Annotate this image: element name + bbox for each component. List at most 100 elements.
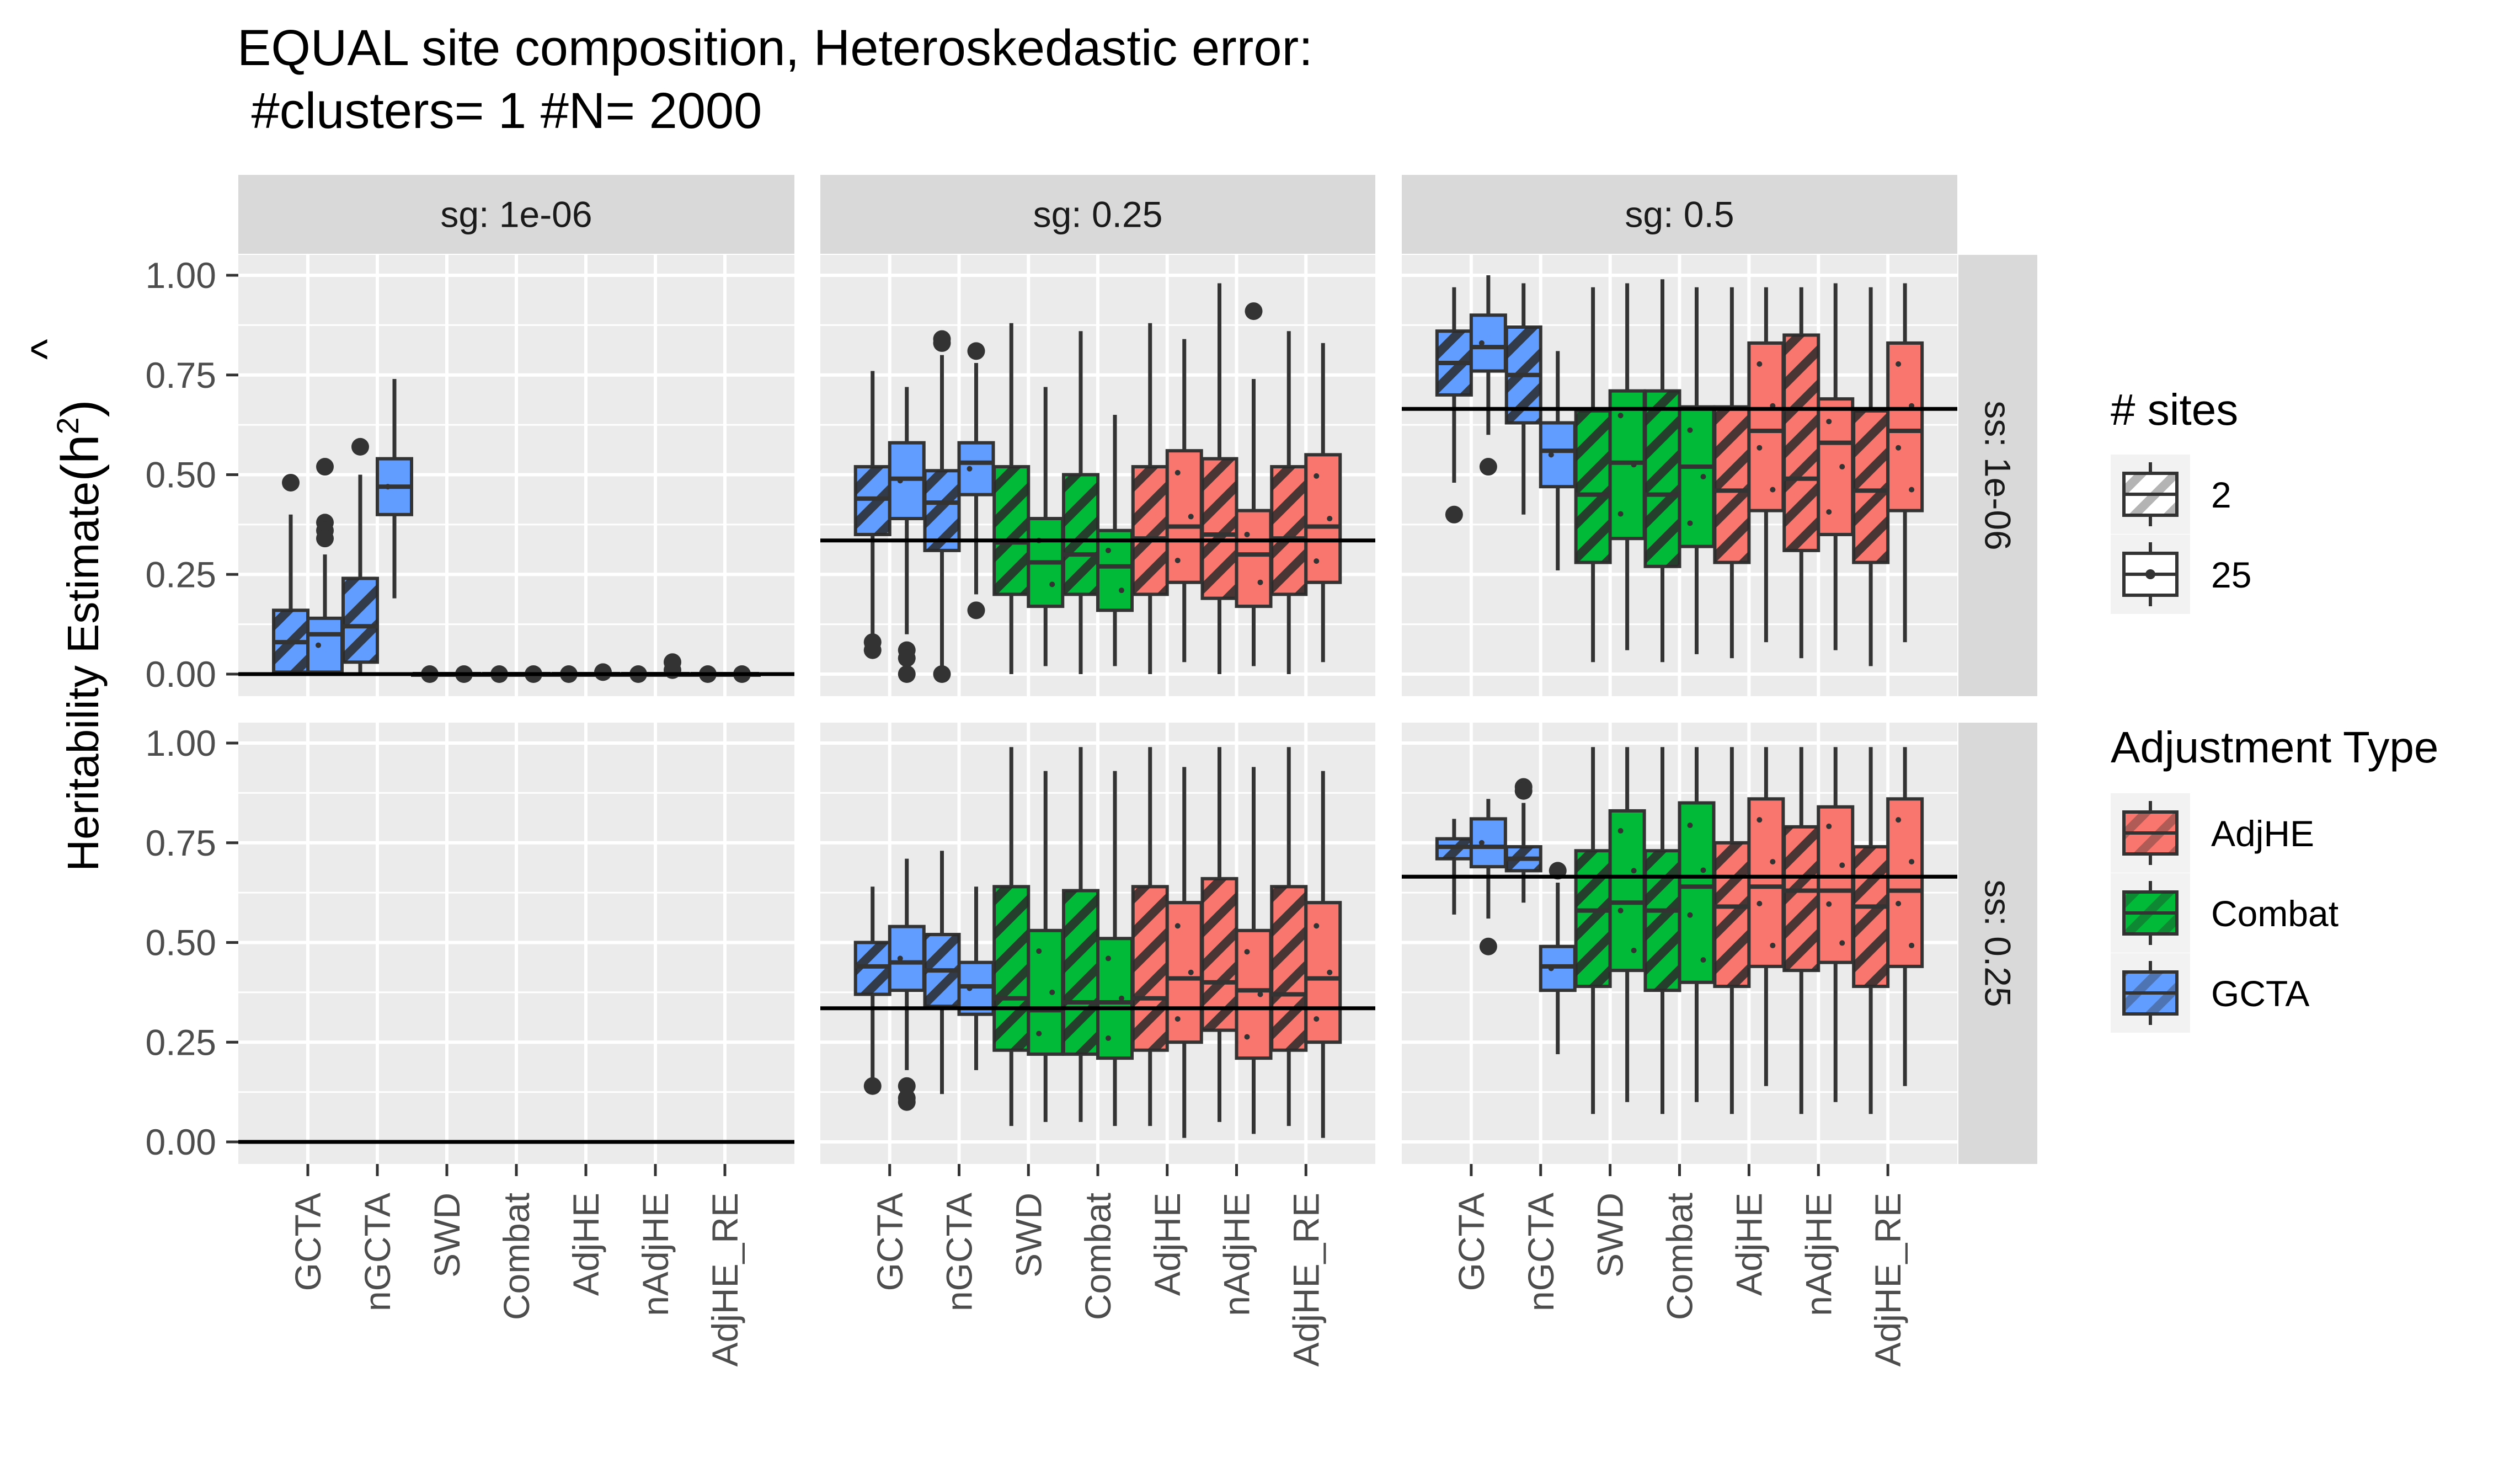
box-dot-pattern	[1106, 1035, 1111, 1042]
box-nGCTA-sites-2	[923, 330, 961, 683]
box-dot-pattern	[1106, 955, 1111, 962]
box-dot-pattern	[897, 955, 903, 962]
y-tick-label: 1.00	[146, 255, 216, 296]
box-dot-pattern	[1036, 948, 1042, 954]
outlier-point	[1445, 505, 1463, 524]
box-body	[1886, 341, 1924, 512]
box-stripe-pattern	[1645, 851, 1680, 991]
box-AdjHE_RE-sites-25	[1886, 747, 1924, 1086]
box-body	[1096, 937, 1134, 1060]
box-dot-pattern	[1314, 1016, 1320, 1022]
box-stripe-pattern	[1854, 410, 1888, 563]
box-body	[1235, 928, 1273, 1060]
outlier-point	[316, 530, 334, 548]
box-stripe-pattern	[1133, 886, 1167, 1050]
box-dot-pattern	[1244, 949, 1250, 955]
column-strip	[1402, 175, 1957, 254]
x-tick-label: AdjHE_RE	[704, 1193, 745, 1366]
x-tick-label: AdjHE_RE	[1285, 1193, 1326, 1366]
box-body	[1678, 801, 1716, 984]
outlier-point	[898, 665, 916, 683]
box-dot-pattern	[1687, 520, 1693, 526]
box-body	[1817, 397, 1855, 536]
box-nAdjHE-sites-2	[1200, 747, 1238, 1122]
x-tick-label: nGCTA	[1520, 1193, 1561, 1311]
x-tick-label: SWD	[1008, 1193, 1049, 1278]
box-body	[1027, 928, 1065, 1056]
x-tick-label: AdjHE_RE	[1867, 1193, 1908, 1366]
box-nAdjHE-sites-2	[1782, 747, 1820, 1114]
box-dot-pattern	[1756, 817, 1763, 823]
box-dot-pattern	[1188, 969, 1194, 975]
box-body	[1678, 405, 1716, 548]
box-dot-pattern	[1700, 957, 1706, 963]
y-axis-title: Heritability Estimate(h2) ^	[22, 339, 110, 872]
box-body	[1886, 797, 1924, 968]
box-Combat-sites-2	[1643, 279, 1681, 663]
y-tick-label: 0.00	[146, 1121, 216, 1162]
box-Combat-sites-2	[1643, 747, 1681, 1114]
outlier-point	[933, 665, 951, 683]
y-axis-title-hat: ^	[22, 339, 71, 360]
box-dot-pattern	[1631, 947, 1637, 953]
facet-panel	[1402, 255, 1957, 696]
x-tick-label: AdjHE	[565, 1193, 606, 1296]
box-body	[1539, 421, 1577, 489]
x-tick-label: SWD	[426, 1193, 467, 1278]
box-stripe-pattern	[1272, 467, 1306, 595]
box-stripe-pattern	[1064, 890, 1098, 1054]
y-tick-label: 0.50	[146, 922, 216, 963]
outlier-point	[351, 437, 369, 456]
box-AdjHE-sites-25	[1165, 767, 1203, 1138]
box-dot-pattern	[1244, 531, 1250, 537]
y-tick-label: 0.50	[146, 455, 216, 495]
x-tick-label: nAdjHE	[1798, 1193, 1839, 1316]
box-SWD-sites-25	[1608, 747, 1646, 1102]
box-Combat-sites-2	[1062, 747, 1099, 1122]
box-nGCTA-sites-2	[923, 851, 961, 1094]
chart-subtitle: #clusters= 1 #N= 2000	[237, 83, 762, 139]
box-body	[957, 441, 995, 496]
y-axis-title-close: )	[51, 399, 110, 417]
box-body	[1469, 313, 1507, 373]
box-body	[1747, 341, 1785, 512]
box-nAdjHE-sites-2	[1200, 283, 1238, 674]
box-nGCTA-sites-25	[1539, 351, 1577, 571]
box-dot-pattern	[1770, 942, 1776, 948]
panels-layer: sg: 1e-06 sg: 0.25 sg: 0.5 ss: 1e-06 ss: 0.2…	[146, 175, 2037, 1366]
box-dot-pattern	[1839, 940, 1845, 946]
y-tick-label: 0.75	[146, 823, 216, 863]
box-dot-pattern	[1756, 901, 1763, 907]
box-AdjHE_RE-sites-25	[1304, 343, 1342, 663]
box-dot-pattern	[1700, 474, 1706, 480]
box-dot-pattern	[1119, 995, 1124, 1001]
box-nGCTA-sites-2	[1504, 283, 1542, 515]
column-strip	[238, 175, 794, 254]
box-dot-pattern	[1909, 487, 1915, 493]
box-AdjHE-sites-25	[1747, 747, 1785, 1086]
outlier-point	[664, 661, 681, 679]
x-tick-label: SWD	[1590, 1193, 1631, 1278]
outlier-point	[898, 649, 916, 667]
box-dot-pattern	[1049, 581, 1055, 588]
box-dot-pattern	[1314, 558, 1320, 564]
facet-panel	[820, 255, 1375, 696]
box-dot-pattern	[1826, 509, 1832, 515]
box-nGCTA-sites-25	[376, 378, 413, 599]
legend-adjustment-title: Adjustment Type	[2111, 723, 2438, 772]
box-dot-pattern	[1106, 547, 1111, 553]
box-dot-pattern	[1478, 340, 1485, 346]
outlier-point	[967, 342, 985, 360]
box-nGCTA-sites-2	[1504, 778, 1542, 903]
box-dot-pattern	[1548, 452, 1554, 458]
box-body	[306, 616, 344, 674]
box-dot-pattern	[1826, 901, 1832, 907]
box-stripe-pattern	[994, 886, 1029, 1050]
legend-adjustment-label: GCTA	[2211, 973, 2309, 1014]
legend-sites-label: 25	[2211, 554, 2251, 595]
box-body	[1469, 817, 1507, 869]
x-tick-label: Combat	[1077, 1193, 1118, 1320]
box-dot-pattern	[1826, 823, 1832, 829]
box-AdjHE_RE-sites-2	[1852, 747, 1890, 1114]
box-body	[888, 925, 926, 992]
